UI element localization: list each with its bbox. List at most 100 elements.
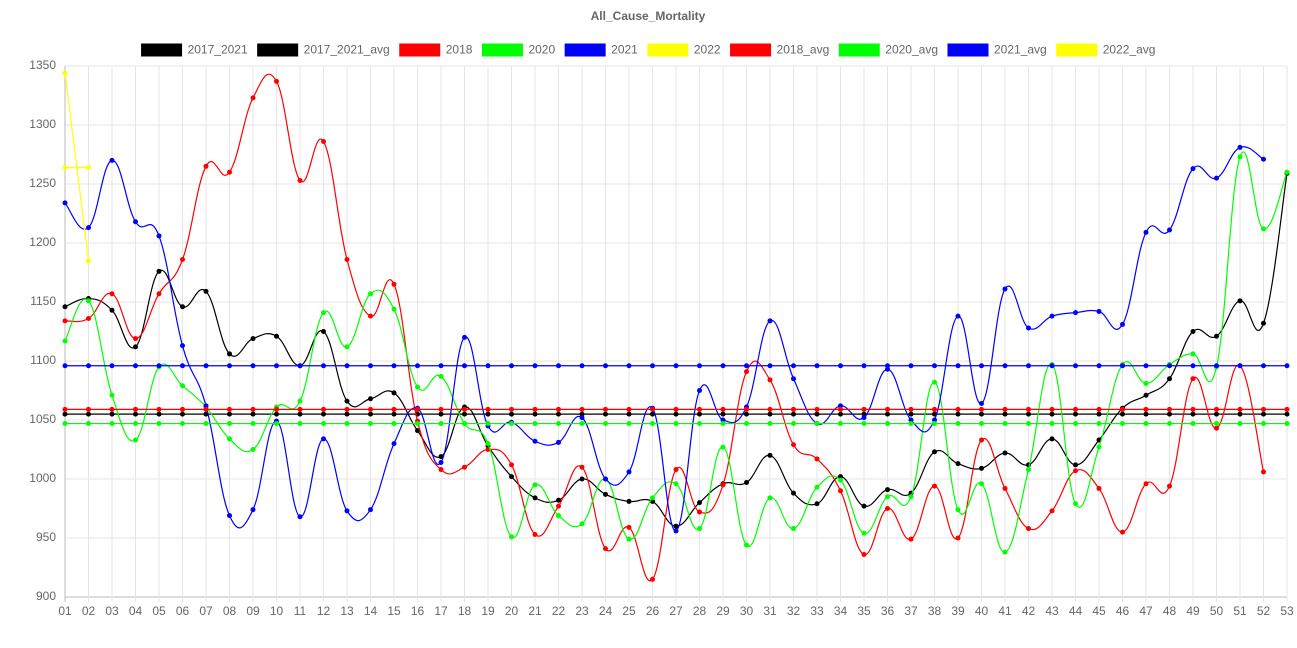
data-point [133, 437, 138, 443]
x-tick-label: 42 [1022, 604, 1036, 618]
legend-item: 2022_avg [1056, 43, 1155, 57]
legend-swatch [141, 43, 183, 57]
data-point [532, 531, 538, 537]
legend-item: 2020_avg [838, 43, 938, 57]
data-point [908, 421, 914, 427]
data-point [297, 363, 303, 369]
data-point [1049, 421, 1055, 427]
data-point [133, 421, 138, 427]
data-point [626, 363, 632, 369]
data-point [438, 454, 444, 460]
data-point [62, 411, 68, 417]
x-tick-label: 09 [246, 604, 260, 618]
data-point [297, 177, 303, 183]
data-point [368, 313, 373, 319]
data-point [86, 421, 91, 427]
data-point [227, 363, 232, 369]
data-point [1002, 485, 1008, 491]
data-point [344, 406, 350, 412]
x-tick-label: 19 [481, 604, 495, 618]
data-point [274, 363, 279, 369]
data-point [1261, 156, 1266, 162]
data-point [509, 534, 514, 540]
data-point [1190, 376, 1196, 382]
data-point [415, 421, 420, 427]
data-point [1073, 363, 1078, 369]
data-point [744, 406, 749, 412]
data-point [650, 363, 655, 369]
y-tick-label: 1100 [30, 353, 56, 367]
data-point [697, 406, 702, 412]
data-point [156, 233, 162, 239]
data-point [814, 456, 820, 462]
data-point [673, 411, 679, 417]
data-point [556, 411, 561, 417]
data-point [791, 421, 796, 427]
x-tick-label: 44 [1069, 604, 1083, 618]
data-point [1120, 411, 1125, 417]
data-point [86, 258, 91, 264]
data-point [979, 406, 984, 412]
data-point [603, 546, 608, 552]
data-point [885, 487, 890, 493]
data-point [1143, 421, 1149, 427]
data-point [1143, 363, 1149, 369]
data-point [509, 411, 514, 417]
data-point [1002, 549, 1008, 555]
legend-item: 2018_avg [730, 43, 829, 57]
data-point [720, 482, 726, 488]
data-point [62, 70, 68, 76]
data-point [86, 298, 91, 304]
data-point [62, 363, 68, 369]
data-point [368, 406, 373, 412]
data-point [415, 363, 420, 369]
data-point [767, 421, 773, 427]
data-point [556, 406, 561, 412]
data-point [1073, 462, 1078, 468]
data-point [1096, 421, 1102, 427]
data-point [109, 421, 115, 427]
data-point [814, 406, 820, 412]
x-tick-label: 14 [364, 604, 378, 618]
data-point [532, 406, 538, 412]
data-point [1214, 175, 1219, 181]
data-point [1237, 406, 1243, 412]
data-point [368, 363, 373, 369]
data-point [697, 500, 702, 506]
y-tick-label: 1150 [30, 294, 56, 308]
data-point [603, 476, 608, 482]
data-point [391, 411, 397, 417]
data-point [1143, 411, 1149, 417]
data-point [1237, 421, 1243, 427]
data-point [62, 421, 68, 427]
data-point [321, 310, 326, 316]
data-point [1026, 467, 1031, 473]
legend-item: 2018 [399, 43, 473, 57]
data-point [133, 406, 138, 412]
data-point [1167, 411, 1172, 417]
data-point [955, 363, 961, 369]
data-point [250, 336, 256, 342]
data-point [626, 536, 632, 542]
data-point [391, 363, 397, 369]
data-point [603, 411, 608, 417]
data-point [391, 421, 397, 427]
data-point [321, 436, 326, 442]
data-point [415, 406, 420, 412]
data-point [133, 363, 138, 369]
x-tick-label: 48 [1163, 604, 1177, 618]
x-tick-label: 07 [199, 604, 213, 618]
data-point [885, 363, 890, 369]
x-tick-label: 10 [270, 604, 284, 618]
data-point [1167, 421, 1172, 427]
data-point [391, 441, 397, 447]
data-point [344, 344, 350, 350]
data-point [415, 428, 420, 434]
data-point [1214, 411, 1219, 417]
x-tick-label: 13 [340, 604, 354, 618]
data-point [579, 363, 585, 369]
data-point [1049, 363, 1055, 369]
data-point [556, 363, 561, 369]
data-point [203, 163, 209, 169]
data-point [321, 139, 326, 145]
